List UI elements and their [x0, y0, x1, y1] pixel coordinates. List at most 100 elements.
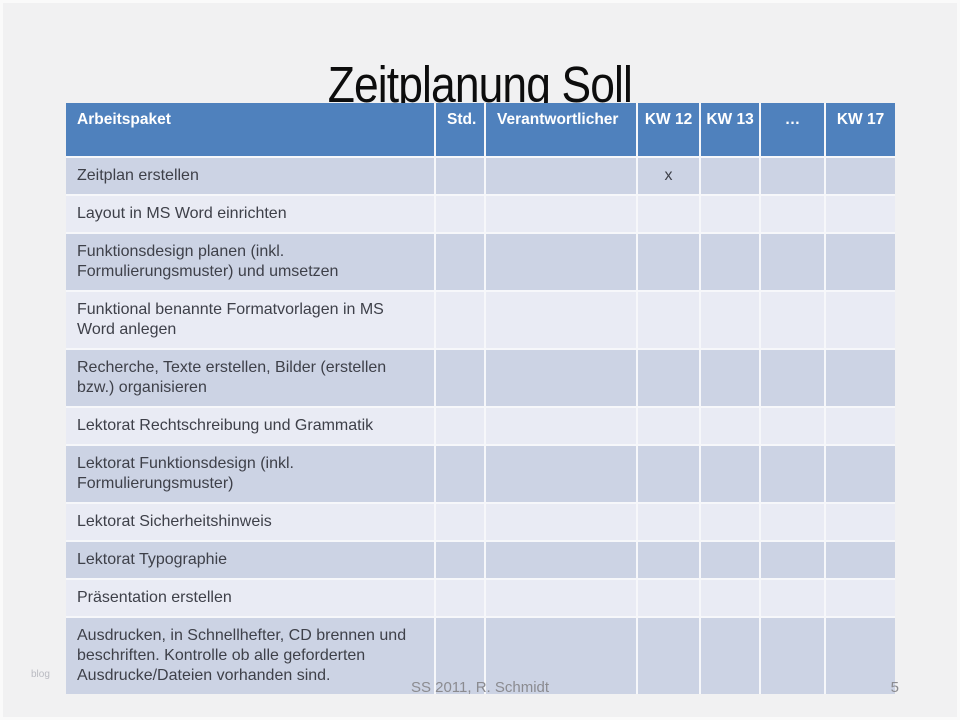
cell-kw17: [824, 616, 896, 695]
cell-verantwortlicher: [484, 616, 638, 695]
cell-kw12: x: [636, 156, 701, 196]
column-header-std: Std.: [434, 102, 486, 158]
cell-arbeitspaket: Recherche, Texte erstellen, Bilder (erst…: [65, 348, 436, 408]
cell-verantwortlicher: [484, 348, 638, 408]
cell-std: [434, 502, 486, 542]
cell-kw12: [636, 502, 701, 542]
column-header-kw12: KW 12: [636, 102, 701, 158]
column-header-ellipsis: …: [759, 102, 826, 158]
cell-ellipsis: [759, 348, 826, 408]
cell-kw13: [699, 348, 761, 408]
table-row: Funktionsdesign planen (inkl. Formulieru…: [65, 232, 896, 292]
cell-arbeitspaket: Zeitplan erstellen: [65, 156, 436, 196]
cell-verantwortlicher: [484, 502, 638, 542]
cell-std: [434, 232, 486, 292]
cell-kw17: [824, 290, 896, 350]
cell-ellipsis: [759, 290, 826, 350]
table-row: Lektorat Sicherheitshinweis: [65, 502, 896, 542]
cell-std: [434, 578, 486, 618]
cell-ellipsis: [759, 616, 826, 695]
cell-kw17: [824, 348, 896, 408]
cell-kw13: [699, 406, 761, 446]
cell-kw12: [636, 290, 701, 350]
cell-kw13: [699, 502, 761, 542]
cell-kw12: [636, 232, 701, 292]
cell-kw17: [824, 540, 896, 580]
cell-verantwortlicher: [484, 444, 638, 504]
cell-verantwortlicher: [484, 232, 638, 292]
table-row: Lektorat Funktionsdesign (inkl. Formulie…: [65, 444, 896, 504]
cell-kw13: [699, 290, 761, 350]
table-row: Präsentation erstellen: [65, 578, 896, 618]
cell-kw12: [636, 348, 701, 408]
cell-arbeitspaket: Ausdrucken, in Schnellhefter, CD brennen…: [65, 616, 436, 695]
column-header-verantwortlicher: Verantwortlicher: [484, 102, 638, 158]
cell-kw12: [636, 540, 701, 580]
cell-ellipsis: [759, 156, 826, 196]
cell-verantwortlicher: [484, 406, 638, 446]
cell-kw12: [636, 578, 701, 618]
cell-kw17: [824, 194, 896, 234]
cell-arbeitspaket: Layout in MS Word einrichten: [65, 194, 436, 234]
cell-arbeitspaket: Funktionsdesign planen (inkl. Formulieru…: [65, 232, 436, 292]
table-row: Funktional benannte Formatvorlagen in MS…: [65, 290, 896, 350]
cell-kw13: [699, 578, 761, 618]
cell-kw17: [824, 502, 896, 542]
cell-kw13: [699, 540, 761, 580]
cell-std: [434, 156, 486, 196]
footer-text: SS 2011, R. Schmidt: [410, 679, 550, 696]
cell-kw12: [636, 616, 701, 695]
cell-arbeitspaket: Lektorat Rechtschreibung und Grammatik: [65, 406, 436, 446]
cell-std: [434, 348, 486, 408]
cell-arbeitspaket: Lektorat Funktionsdesign (inkl. Formulie…: [65, 444, 436, 504]
cell-ellipsis: [759, 232, 826, 292]
cell-std: [434, 540, 486, 580]
cell-kw13: [699, 156, 761, 196]
cell-std: [434, 444, 486, 504]
table-row: Lektorat Rechtschreibung und Grammatik: [65, 406, 896, 446]
cell-ellipsis: [759, 540, 826, 580]
cell-std: [434, 194, 486, 234]
cell-verantwortlicher: [484, 156, 638, 196]
cell-kw17: [824, 444, 896, 504]
column-header-kw17: KW 17: [824, 102, 896, 158]
table-row: Ausdrucken, in Schnellhefter, CD brennen…: [65, 616, 896, 695]
table-row: Zeitplan erstellen x: [65, 156, 896, 196]
cell-ellipsis: [759, 406, 826, 446]
cell-kw17: [824, 232, 896, 292]
cell-kw17: [824, 156, 896, 196]
cell-verantwortlicher: [484, 290, 638, 350]
column-header-arbeitspaket: Arbeitspaket: [65, 102, 436, 158]
cell-arbeitspaket: Lektorat Sicherheitshinweis: [65, 502, 436, 542]
cell-ellipsis: [759, 194, 826, 234]
cell-ellipsis: [759, 578, 826, 618]
cell-kw12: [636, 194, 701, 234]
schedule-table: Arbeitspaket Std. Verantwortlicher KW 12 KW …: [65, 102, 896, 695]
cell-kw13: [699, 194, 761, 234]
page-number: 5: [890, 679, 899, 696]
table-header-row: Arbeitspaket Std. Verantwortlicher KW 12 KW …: [65, 102, 896, 158]
cell-std: [434, 406, 486, 446]
cell-verantwortlicher: [484, 540, 638, 580]
table-row: Layout in MS Word einrichten: [65, 194, 896, 234]
cell-std: [434, 616, 486, 695]
cell-kw17: [824, 578, 896, 618]
cell-kw12: [636, 406, 701, 446]
cell-verantwortlicher: [484, 194, 638, 234]
cell-ellipsis: [759, 502, 826, 542]
cell-arbeitspaket: Funktional benannte Formatvorlagen in MS…: [65, 290, 436, 350]
cell-kw17: [824, 406, 896, 446]
cell-std: [434, 290, 486, 350]
cell-arbeitspaket: Lektorat Typographie: [65, 540, 436, 580]
watermark-text: blog: [31, 669, 50, 680]
cell-kw13: [699, 232, 761, 292]
table-row: Lektorat Typographie: [65, 540, 896, 580]
cell-verantwortlicher: [484, 578, 638, 618]
cell-kw13: [699, 616, 761, 695]
column-header-kw13: KW 13: [699, 102, 761, 158]
cell-ellipsis: [759, 444, 826, 504]
table-row: Recherche, Texte erstellen, Bilder (erst…: [65, 348, 896, 408]
cell-arbeitspaket: Präsentation erstellen: [65, 578, 436, 618]
cell-kw13: [699, 444, 761, 504]
